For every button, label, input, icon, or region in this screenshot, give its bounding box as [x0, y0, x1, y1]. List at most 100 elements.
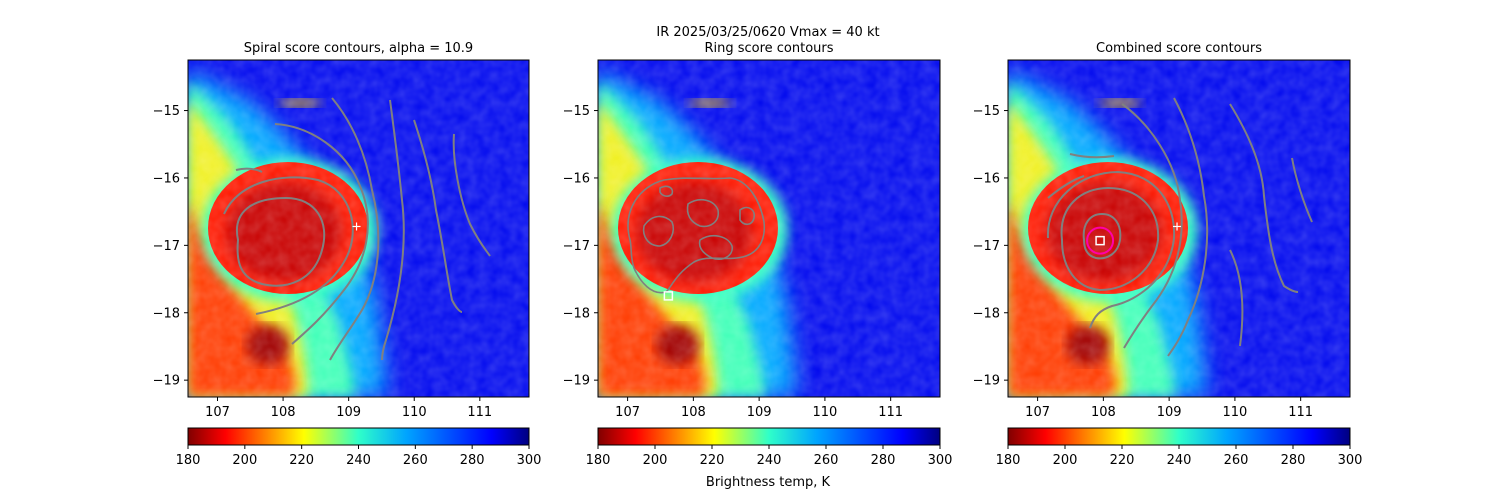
texture — [188, 60, 529, 397]
contour-line — [698, 234, 733, 261]
center-circle-marker — [1086, 226, 1115, 255]
contour-line — [739, 206, 756, 226]
satellite-image — [1008, 60, 1350, 397]
contour-line — [1229, 103, 1299, 293]
colorbar-tick-label: 180 — [996, 453, 1021, 468]
colorbar-tick-label: 200 — [1053, 453, 1078, 468]
contour-line — [1069, 153, 1115, 159]
colorbar-tick-label: 300 — [928, 453, 953, 468]
x-tick-label: 108 — [271, 405, 296, 420]
x-tick-label: 107 — [1025, 405, 1050, 420]
center-plus-marker — [352, 222, 361, 231]
colorbar-tick-label: 280 — [871, 453, 896, 468]
x-tick-label: 110 — [1222, 405, 1247, 420]
panel-ring: Ring score contours 107 108 109 110 111 −15 −1… — [563, 41, 953, 468]
colorbar-tick-label: 220 — [1110, 453, 1135, 468]
colorbar-gradient — [597, 427, 941, 446]
contour-line — [1047, 175, 1085, 199]
contour-line — [642, 215, 675, 247]
axes-frame — [1007, 59, 1351, 398]
panel-combined: Combined score contours 107 — [973, 41, 1363, 468]
y-tick-label: −16 — [563, 171, 590, 186]
contour-line — [1082, 212, 1122, 260]
colorbar-tick-label: 240 — [757, 453, 782, 468]
y-tick-label: −17 — [153, 239, 180, 254]
center-square-marker — [1095, 235, 1105, 246]
colorbar-tick-label: 240 — [1167, 453, 1192, 468]
contour-lines — [627, 177, 766, 294]
colorbar-gradient — [187, 427, 530, 446]
colorbar-tick-label: 200 — [232, 453, 257, 468]
contour-line — [452, 133, 491, 257]
y-tick-label: −15 — [973, 104, 1000, 119]
panel-title: Spiral score contours, alpha = 10.9 — [244, 41, 473, 56]
colorbar-tick-label: 280 — [460, 453, 485, 468]
contour-line — [381, 99, 405, 361]
x-tick-label: 111 — [1288, 405, 1313, 420]
colorbar-label: Brightness temp, K — [706, 475, 831, 490]
contour-line — [686, 198, 720, 228]
contour-line — [413, 119, 463, 313]
contour-lines — [1046, 97, 1313, 357]
colorbar-tick-label: 260 — [814, 453, 839, 468]
y-tick-label: −17 — [563, 239, 590, 254]
axes-frame — [187, 59, 530, 398]
figure-suptitle: IR 2025/03/25/0620 Vmax = 40 kt — [656, 25, 879, 40]
center-plus-marker — [1173, 222, 1182, 231]
colorbar-tick-label: 180 — [586, 453, 611, 468]
panel-spiral: Spiral score contours, alpha = 10.9 107 1… — [153, 41, 542, 468]
contour-line — [627, 177, 766, 294]
y-tick-label: −19 — [563, 374, 590, 389]
contour-line — [1167, 97, 1209, 357]
contour-line — [659, 185, 674, 197]
y-tick-label: −16 — [973, 171, 1000, 186]
x-tick-label: 109 — [336, 405, 361, 420]
x-tick-label: 111 — [878, 405, 903, 420]
contour-line — [1291, 157, 1313, 223]
colorbar-tick-label: 240 — [346, 453, 371, 468]
satellite-image — [188, 60, 529, 397]
center-square-marker — [663, 291, 674, 301]
y-tick-label: −19 — [153, 374, 180, 389]
y-tick-label: −15 — [563, 104, 590, 119]
colorbar-tick-label: 260 — [1224, 453, 1249, 468]
colorbar-tick-label: 260 — [403, 453, 428, 468]
colorbar-tick-label: 200 — [643, 453, 668, 468]
x-tick-label: 109 — [747, 405, 772, 420]
y-tick-label: −15 — [153, 104, 180, 119]
texture — [598, 60, 940, 397]
panel-title: Combined score contours — [1096, 41, 1262, 56]
x-tick-label: 111 — [467, 405, 492, 420]
x-tick-label: 109 — [1157, 405, 1182, 420]
contour-line — [1229, 249, 1244, 347]
contour-line — [223, 176, 354, 315]
colorbar-tick-label: 180 — [176, 453, 201, 468]
x-tick-label: 108 — [681, 405, 706, 420]
contour-line — [235, 167, 263, 173]
x-tick-label: 108 — [1091, 405, 1116, 420]
x-tick-label: 107 — [615, 405, 640, 420]
colorbar-tick-label: 220 — [700, 453, 725, 468]
y-tick-label: −18 — [563, 306, 590, 321]
contour-line — [1060, 186, 1160, 292]
contour-line — [1121, 103, 1183, 349]
contour-lines — [223, 97, 491, 361]
x-tick-label: 110 — [402, 405, 427, 420]
contour-line — [1046, 170, 1176, 329]
satellite-image — [598, 60, 940, 397]
y-tick-label: −19 — [973, 374, 1000, 389]
x-tick-label: 110 — [812, 405, 837, 420]
y-tick-label: −18 — [973, 306, 1000, 321]
colorbar-tick-label: 300 — [1338, 453, 1363, 468]
colorbar-tick-label: 280 — [1281, 453, 1306, 468]
y-tick-label: −16 — [153, 171, 180, 186]
contour-line — [329, 97, 380, 361]
texture — [1008, 60, 1350, 397]
colorbar-gradient — [1007, 427, 1351, 446]
panel-title: Ring score contours — [704, 41, 833, 56]
y-tick-label: −17 — [973, 239, 1000, 254]
colorbar-tick-label: 220 — [289, 453, 314, 468]
x-tick-label: 107 — [205, 405, 230, 420]
